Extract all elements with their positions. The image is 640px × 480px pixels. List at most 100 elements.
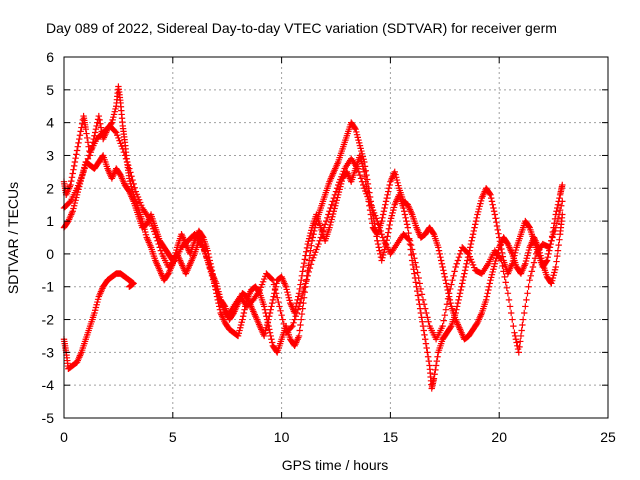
data-point bbox=[386, 221, 393, 229]
data-point bbox=[406, 237, 414, 244]
data-point bbox=[142, 231, 150, 238]
data-point bbox=[400, 204, 407, 212]
data-point bbox=[387, 215, 395, 222]
data-point bbox=[355, 136, 362, 144]
data-point bbox=[368, 204, 376, 211]
data-point bbox=[443, 301, 451, 308]
data-point bbox=[473, 214, 480, 222]
data-point bbox=[509, 316, 516, 323]
data-point bbox=[509, 260, 516, 267]
data-point bbox=[454, 257, 462, 264]
data-point bbox=[77, 128, 84, 135]
data-point bbox=[74, 143, 81, 150]
data-point bbox=[448, 281, 455, 288]
data-point bbox=[358, 147, 365, 155]
data-point bbox=[518, 327, 525, 334]
data-point bbox=[361, 173, 369, 180]
data-point bbox=[71, 158, 79, 166]
data-point bbox=[403, 217, 410, 225]
data-point bbox=[323, 217, 330, 225]
data-point bbox=[111, 128, 119, 135]
data-point bbox=[301, 256, 309, 263]
data-point bbox=[291, 316, 298, 323]
data-point bbox=[486, 190, 493, 197]
data-point bbox=[265, 316, 272, 323]
data-point bbox=[79, 171, 86, 178]
data-point bbox=[260, 275, 268, 283]
data-point bbox=[432, 362, 440, 369]
data-point bbox=[445, 290, 453, 297]
data-point bbox=[469, 261, 477, 269]
data-point bbox=[280, 320, 287, 328]
data-point bbox=[272, 290, 280, 297]
data-point bbox=[376, 224, 383, 231]
data-point bbox=[301, 284, 308, 291]
data-point bbox=[522, 257, 530, 265]
data-point bbox=[400, 208, 408, 215]
data-point bbox=[422, 336, 429, 343]
data-point bbox=[309, 254, 317, 261]
data-point bbox=[64, 218, 71, 226]
data-point bbox=[380, 249, 388, 256]
series-SDTVAR bbox=[60, 83, 566, 392]
data-point bbox=[145, 214, 153, 222]
data-point bbox=[464, 249, 471, 257]
data-point bbox=[440, 267, 447, 274]
data-point bbox=[206, 264, 213, 272]
data-point bbox=[422, 305, 429, 312]
data-point bbox=[554, 252, 561, 260]
data-point bbox=[555, 211, 563, 218]
data-point bbox=[485, 283, 493, 290]
data-point bbox=[559, 181, 566, 189]
data-point bbox=[128, 173, 135, 180]
data-point bbox=[505, 296, 513, 304]
data-point bbox=[274, 294, 281, 301]
data-point bbox=[417, 309, 425, 317]
data-point bbox=[487, 191, 494, 199]
series-SDTVAR-c bbox=[60, 152, 566, 343]
data-point bbox=[465, 250, 472, 258]
data-point bbox=[256, 286, 264, 294]
data-point bbox=[110, 113, 117, 121]
data-point bbox=[153, 234, 160, 241]
data-point bbox=[266, 313, 273, 320]
data-point bbox=[116, 137, 123, 144]
data-point bbox=[76, 135, 83, 143]
data-point bbox=[317, 234, 324, 241]
data-point bbox=[490, 263, 498, 270]
data-point bbox=[261, 330, 269, 337]
data-point bbox=[270, 293, 277, 300]
data-point bbox=[68, 177, 75, 185]
data-point bbox=[377, 227, 384, 235]
data-point bbox=[286, 297, 293, 304]
data-point bbox=[487, 276, 494, 284]
data-point bbox=[77, 176, 84, 184]
data-point bbox=[524, 252, 531, 259]
data-point bbox=[441, 273, 448, 281]
data-point bbox=[443, 280, 450, 287]
data-point bbox=[523, 296, 530, 304]
data-point bbox=[91, 307, 99, 314]
data-point bbox=[439, 263, 446, 271]
data-point bbox=[367, 201, 375, 208]
data-point bbox=[553, 258, 560, 265]
data-point bbox=[92, 304, 100, 311]
data-point bbox=[327, 218, 335, 226]
data-point bbox=[298, 310, 306, 318]
data-point bbox=[356, 139, 363, 147]
data-point bbox=[429, 229, 437, 237]
data-point bbox=[461, 267, 469, 274]
data-series bbox=[60, 83, 566, 392]
data-point bbox=[328, 216, 335, 223]
data-point bbox=[437, 257, 445, 264]
data-point bbox=[305, 238, 312, 245]
data-point bbox=[200, 244, 207, 251]
data-point bbox=[96, 116, 103, 124]
data-point bbox=[377, 250, 384, 258]
data-point bbox=[122, 155, 130, 162]
data-point bbox=[457, 286, 464, 294]
data-point bbox=[419, 296, 427, 304]
data-point bbox=[549, 274, 557, 282]
y-tick-label: 2 bbox=[46, 180, 54, 196]
y-tick-label: 3 bbox=[46, 147, 54, 163]
